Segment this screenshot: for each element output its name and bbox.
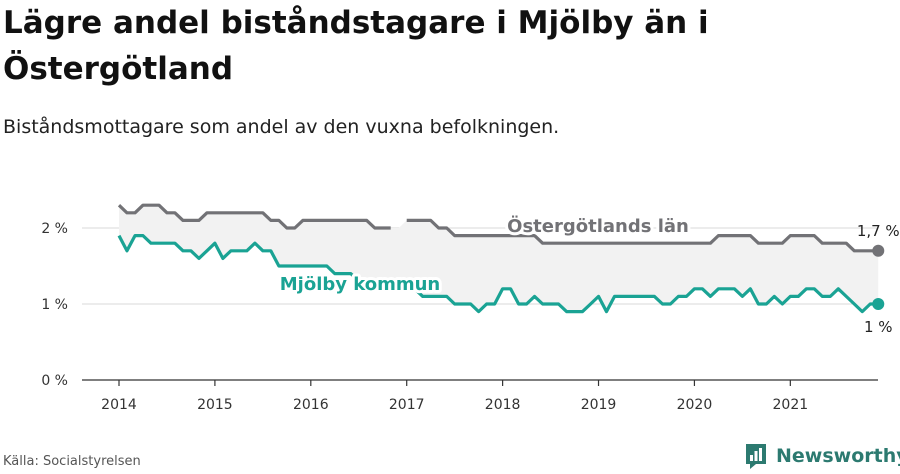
newsworthy-logo-icon <box>746 444 766 469</box>
y-tick-label: 2 % <box>41 221 68 237</box>
kommun-end-label: 1 % <box>864 318 893 336</box>
x-tick-label: 2018 <box>485 397 521 413</box>
series-label-region: Östergötlands län <box>507 215 689 237</box>
series-end-marker-region <box>872 244 885 257</box>
chart-subtitle: Biståndsmottagare som andel av den vuxna… <box>3 116 560 138</box>
region-end-label: 1,7 % <box>857 222 900 240</box>
x-tick-label: 2014 <box>101 397 137 413</box>
x-tick-label: 2016 <box>293 397 329 413</box>
x-tick-label: 2015 <box>197 397 233 413</box>
newsworthy-logo: Newsworthy <box>744 441 900 471</box>
source-note: Källa: Socialstyrelsen <box>3 454 141 469</box>
y-tick-label: 0 % <box>41 373 68 389</box>
x-tick-label: 2017 <box>389 397 425 413</box>
series-label-kommun: Mjölby kommun <box>280 274 441 295</box>
series-line-region <box>117 203 879 253</box>
series-end-marker-kommun <box>872 298 885 310</box>
series-gap-band <box>119 205 879 312</box>
series-line-kommun <box>117 234 879 314</box>
x-tick-label: 2019 <box>581 397 617 413</box>
y-tick-label: 1 % <box>41 297 68 313</box>
x-tick-label: 2020 <box>677 397 713 413</box>
chart-title: Lägre andel biståndstagare i Mjölby än i… <box>3 5 709 87</box>
brand-name: Newsworthy <box>776 445 900 467</box>
x-tick-label: 2021 <box>773 397 809 413</box>
line-chart: 0 % 1 % 2 % 1,7 % 1 % Östergötlands län Mjölby… <box>41 203 900 413</box>
